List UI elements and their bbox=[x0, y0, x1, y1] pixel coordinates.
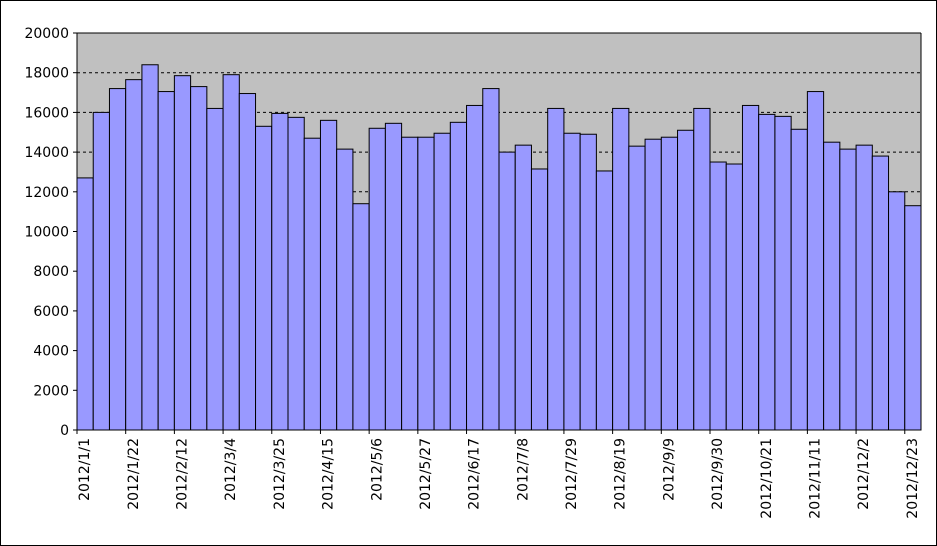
bar bbox=[855, 144, 873, 431]
y-tick-label: 16000 bbox=[24, 105, 69, 121]
bar bbox=[384, 122, 403, 431]
x-tick-label: 2012/1/22 bbox=[126, 438, 142, 510]
bar bbox=[774, 115, 792, 431]
bar bbox=[108, 88, 127, 431]
bar bbox=[190, 86, 208, 431]
bar bbox=[433, 132, 451, 431]
bar bbox=[725, 163, 743, 431]
x-tick-label: 2012/3/25 bbox=[272, 438, 288, 510]
bar bbox=[125, 79, 143, 431]
y-tick-label: 10000 bbox=[24, 225, 69, 241]
bar bbox=[806, 91, 825, 431]
y-tick-label: 2000 bbox=[33, 383, 69, 399]
x-tick-label: 2012/10/21 bbox=[759, 438, 775, 519]
bar bbox=[530, 168, 549, 431]
y-tick-label: 12000 bbox=[24, 185, 69, 201]
x-tick-label: 2012/9/30 bbox=[710, 438, 726, 510]
bar bbox=[271, 112, 289, 431]
bar bbox=[287, 116, 305, 431]
bar bbox=[628, 145, 646, 431]
bar bbox=[790, 128, 808, 431]
x-tick-label: 2012/7/29 bbox=[564, 438, 580, 510]
bar bbox=[401, 136, 419, 431]
bar bbox=[352, 203, 370, 431]
bar bbox=[222, 74, 240, 431]
bar bbox=[904, 205, 922, 431]
bar bbox=[677, 129, 695, 431]
bars bbox=[76, 64, 922, 431]
bar bbox=[336, 148, 354, 431]
bar bbox=[871, 155, 890, 431]
bar bbox=[303, 137, 321, 431]
bar bbox=[547, 107, 565, 431]
y-tick-label: 8000 bbox=[33, 264, 69, 280]
bar bbox=[449, 121, 468, 431]
bar bbox=[319, 119, 338, 431]
bar bbox=[92, 111, 110, 431]
x-axis-tick-labels: 2012/1/1 2012/1/22 2012/2/12 2012/3/4 2012/3… bbox=[77, 438, 921, 519]
bar bbox=[839, 148, 857, 431]
bar bbox=[514, 144, 532, 431]
x-tick-label: 2012/2/12 bbox=[175, 438, 191, 510]
x-tick-label: 2012/12/23 bbox=[905, 438, 921, 519]
x-tick-label: 2012/5/6 bbox=[369, 438, 385, 501]
x-tick-label: 2012/8/19 bbox=[613, 438, 629, 510]
x-tick-label: 2012/4/15 bbox=[321, 438, 337, 510]
bar bbox=[693, 107, 711, 431]
bar bbox=[157, 91, 175, 431]
bar bbox=[417, 136, 435, 431]
bar bbox=[758, 113, 776, 431]
bar bbox=[368, 127, 386, 431]
y-tick-label: 14000 bbox=[24, 145, 69, 161]
x-tick-label: 2012/12/2 bbox=[856, 438, 872, 510]
x-tick-label: 2012/7/8 bbox=[515, 438, 531, 501]
bar bbox=[206, 107, 224, 431]
y-tick-label: 0 bbox=[60, 423, 69, 439]
y-axis-tick-labels: 0 2000 4000 6000 8000 10000 12000 14000 16000 180… bbox=[24, 26, 69, 439]
y-tick-label: 18000 bbox=[24, 66, 69, 82]
bar bbox=[709, 161, 727, 431]
y-tick-label: 20000 bbox=[24, 26, 69, 42]
bar bbox=[482, 88, 500, 431]
y-tick-label: 6000 bbox=[33, 304, 69, 320]
bar bbox=[741, 104, 760, 431]
x-tick-label: 2012/3/4 bbox=[223, 438, 239, 501]
bar bbox=[76, 177, 94, 431]
bar bbox=[141, 64, 159, 431]
bar bbox=[660, 136, 679, 431]
bar bbox=[498, 151, 516, 431]
bar bbox=[579, 133, 597, 431]
bar bbox=[823, 141, 841, 431]
axes bbox=[73, 32, 922, 434]
y-tick-label: 4000 bbox=[33, 344, 69, 360]
bar bbox=[888, 191, 906, 431]
x-tick-label: 2012/1/1 bbox=[77, 438, 93, 501]
bar bbox=[595, 170, 614, 431]
x-tick-label: 2012/6/17 bbox=[467, 438, 483, 510]
bar bbox=[238, 93, 257, 431]
bar bbox=[612, 107, 630, 431]
x-tick-label: 2012/5/27 bbox=[418, 438, 434, 510]
bar bbox=[255, 125, 273, 431]
bar bbox=[173, 75, 192, 431]
bar bbox=[466, 104, 484, 431]
x-tick-label: 2012/11/11 bbox=[808, 438, 824, 519]
bar bbox=[563, 132, 581, 431]
x-tick-label: 2012/9/9 bbox=[661, 438, 677, 501]
bar bbox=[644, 138, 662, 431]
